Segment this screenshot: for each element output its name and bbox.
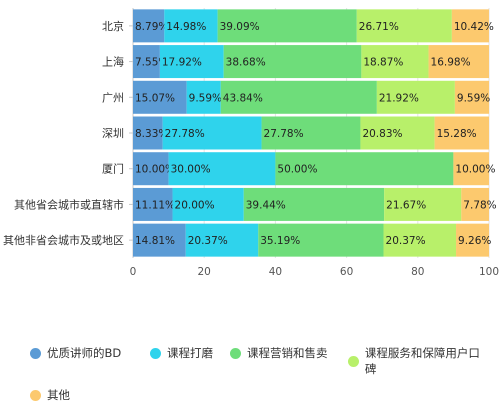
legend-label: 优质讲师的BD xyxy=(47,346,122,360)
bar-value-label: 30.00% xyxy=(171,164,211,176)
bar-value-label: 11.11% xyxy=(135,199,175,211)
bar-segment-0-1 xyxy=(164,9,218,43)
bar-segment-4-2 xyxy=(275,152,454,186)
bar-value-label: 35.19% xyxy=(260,235,300,247)
bar-segment-4-1 xyxy=(168,152,276,186)
category-label: 上海 xyxy=(102,55,124,69)
bar-value-label: 20.37% xyxy=(188,235,228,247)
legend-label: 其他 xyxy=(47,388,70,402)
bar-value-label: 39.44% xyxy=(246,199,286,211)
legend-item[interactable]: 课程打磨 xyxy=(150,345,213,361)
legend-label: 课程打磨 xyxy=(167,346,213,360)
bar-segment-3-3 xyxy=(360,116,435,150)
bar-segment-0-3 xyxy=(356,9,452,43)
category-label: 深圳 xyxy=(102,127,124,140)
bar-segment-6-1 xyxy=(185,223,259,257)
legend-swatch xyxy=(150,347,161,359)
x-tick-label: 100 xyxy=(479,266,499,278)
bar-value-label: 20.37% xyxy=(386,235,426,247)
bar-segment-2-0 xyxy=(133,80,187,114)
legend-swatch xyxy=(230,347,241,359)
bar-segment-1-3 xyxy=(361,45,429,79)
category-label: 厦门 xyxy=(102,162,124,176)
bar-segment-1-0 xyxy=(133,45,160,79)
bar-segment-4-4 xyxy=(453,152,489,186)
bar-value-label: 8.33% xyxy=(135,128,168,140)
x-tick-label: 80 xyxy=(411,266,424,278)
bar-value-label: 15.07% xyxy=(135,92,175,104)
legend-swatch xyxy=(30,347,41,359)
x-tick-label: 60 xyxy=(340,266,353,278)
legend-item[interactable]: 其他 xyxy=(30,387,70,403)
bar-value-label: 26.71% xyxy=(359,21,399,33)
bar-value-label: 7.78% xyxy=(463,199,496,211)
bar-segment-3-2 xyxy=(261,116,361,150)
bar-value-label: 20.00% xyxy=(175,199,215,211)
bar-value-label: 10.42% xyxy=(454,21,494,33)
bar-segment-5-1 xyxy=(172,187,244,221)
bar-segment-5-2 xyxy=(243,187,385,221)
bar-value-label: 14.81% xyxy=(135,235,175,247)
legend-item[interactable]: 优质讲师的BD xyxy=(30,345,121,361)
bar-value-label: 15.28% xyxy=(437,128,477,140)
bar-segment-0-4 xyxy=(451,9,489,43)
bar-value-label: 20.83% xyxy=(362,128,402,140)
bar-segment-1-2 xyxy=(223,45,362,79)
bar-value-label: 21.92% xyxy=(379,92,419,104)
x-tick-label: 20 xyxy=(198,266,211,278)
bar-value-label: 9.59% xyxy=(189,92,222,104)
legend-label: 课程营销和售卖 xyxy=(247,346,328,360)
bar-value-label: 18.87% xyxy=(363,57,403,69)
category-label: 北京 xyxy=(102,19,124,33)
bar-value-label: 8.79% xyxy=(135,21,168,33)
bar-segment-4-0 xyxy=(133,152,169,186)
bar-value-label: 10.00% xyxy=(455,164,495,176)
bar-segment-5-3 xyxy=(384,187,462,221)
bar-value-label: 38.68% xyxy=(226,57,266,69)
bar-value-label: 9.26% xyxy=(458,235,491,247)
bar-segment-5-4 xyxy=(461,187,489,221)
x-tick-label: 40 xyxy=(269,266,282,278)
bar-segment-1-1 xyxy=(159,45,224,79)
bar-segment-3-1 xyxy=(162,116,262,150)
bar-value-label: 27.78% xyxy=(165,128,205,140)
bar-value-label: 39.09% xyxy=(220,21,260,33)
bar-segment-5-0 xyxy=(133,187,173,221)
legend-item[interactable]: 课程营销和售卖 xyxy=(230,345,328,361)
category-label: 其他非省会城市及或地区 xyxy=(3,233,124,247)
bar-value-label: 27.78% xyxy=(264,128,304,140)
bar-segment-0-2 xyxy=(217,9,357,43)
bar-segment-6-0 xyxy=(133,223,186,257)
bar-segment-2-1 xyxy=(186,80,221,114)
bar-value-label: 14.98% xyxy=(166,21,206,33)
x-tick-label: 0 xyxy=(130,266,137,278)
category-label: 其他省会城市或直辖市 xyxy=(14,197,124,211)
bar-value-label: 17.92% xyxy=(162,57,202,69)
bar-value-label: 10.00% xyxy=(135,164,175,176)
bar-segment-6-3 xyxy=(383,223,457,257)
bar-value-label: 21.67% xyxy=(386,199,426,211)
bar-segment-3-0 xyxy=(133,116,163,150)
bar-segment-1-4 xyxy=(428,45,489,79)
bar-segment-2-3 xyxy=(376,80,455,114)
bar-segment-0-0 xyxy=(133,9,165,43)
bar-segment-3-4 xyxy=(434,116,489,150)
legend-swatch xyxy=(30,389,41,401)
legend-swatch xyxy=(348,355,359,367)
bar-segment-2-2 xyxy=(220,80,377,114)
bar-value-label: 9.59% xyxy=(457,92,490,104)
bar-segment-6-4 xyxy=(456,223,489,257)
bar-segment-2-4 xyxy=(454,80,490,114)
bar-value-label: 50.00% xyxy=(277,164,317,176)
legend-label: 课程服务和保障用户口碑 xyxy=(364,346,480,376)
category-label: 广州 xyxy=(102,91,124,104)
legend-item[interactable]: 课程服务和保障用户口碑 xyxy=(348,345,490,377)
bar-value-label: 16.98% xyxy=(431,57,471,69)
bar-value-label: 43.84% xyxy=(223,92,263,104)
bar-segment-6-2 xyxy=(258,223,384,257)
